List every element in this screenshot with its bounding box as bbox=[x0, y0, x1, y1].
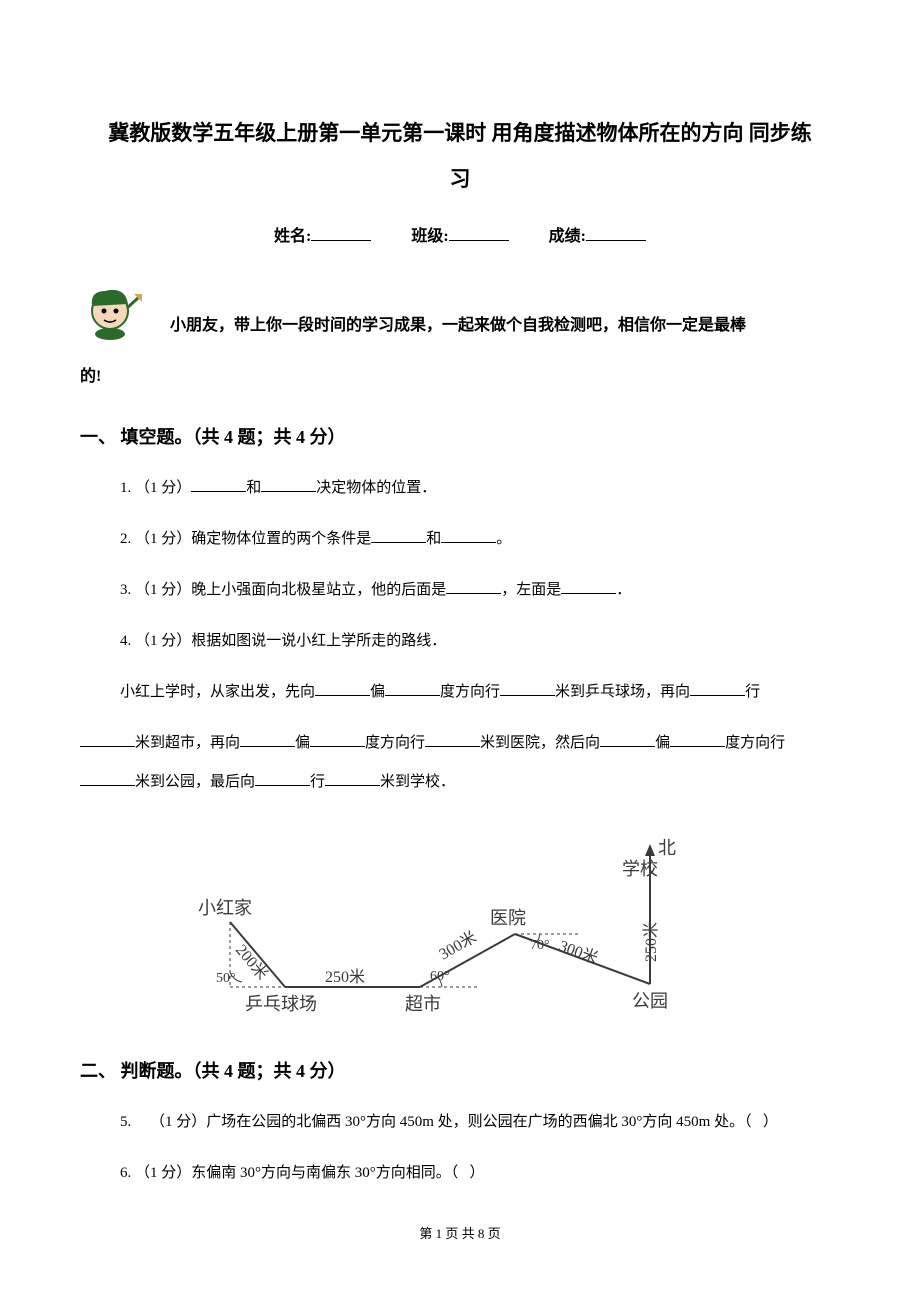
q4-k: 度方向行 bbox=[725, 735, 785, 751]
question-6: 6. （1 分）东偏南 30°方向与南偏东 30°方向相同。（ ） bbox=[120, 1154, 840, 1193]
q4-c: 度方向行 bbox=[440, 684, 500, 700]
diagram-home-label: 小红家 bbox=[198, 898, 252, 918]
grade-label: 成绩: bbox=[549, 228, 586, 245]
class-blank bbox=[449, 225, 509, 241]
q4-blank-5 bbox=[80, 732, 135, 747]
class-label: 班级: bbox=[411, 228, 448, 245]
diagram-d2: 250米 bbox=[325, 968, 365, 986]
intro-row: 小朋友，带上你一段时间的学习成果，一起来做个自我检测吧，相信你一定是最棒 bbox=[80, 276, 840, 346]
q1-part-b: 和 bbox=[246, 480, 261, 496]
diagram-north-label: 北 bbox=[658, 838, 676, 858]
q4-blank-4 bbox=[690, 681, 745, 696]
page-footer: 第 1 页 共 8 页 bbox=[80, 1223, 840, 1242]
q4-j: 偏 bbox=[655, 735, 670, 751]
q4-blank-13 bbox=[325, 771, 380, 786]
question-4-body-line3: 米到公园，最后向 行 米到学校． bbox=[80, 763, 840, 802]
q4-a: 小红上学时，从家出发，先向 bbox=[120, 684, 315, 700]
q4-f: 米到超市，再向 bbox=[135, 735, 240, 751]
question-3: 3. （1 分）晚上小强面向北极星站立，他的后面是 ，左面是 ． bbox=[120, 571, 840, 610]
question-2: 2. （1 分）确定物体位置的两个条件是 和 。 bbox=[120, 520, 840, 559]
diagram-a3: 70° bbox=[530, 938, 550, 953]
title-line-2: 习 bbox=[450, 167, 471, 191]
q4-i: 米到医院，然后向 bbox=[480, 735, 600, 751]
q2-blank-2 bbox=[441, 528, 496, 543]
page-container: 冀教版数学五年级上册第一单元第一课时 用角度描述物体所在的方向 同步练 习 姓名… bbox=[0, 0, 920, 1282]
q4-blank-2 bbox=[385, 681, 440, 696]
question-4-body-line2: 米到超市，再向 偏 度方向行 米到医院，然后向 偏 度方向行 bbox=[80, 724, 840, 763]
q3-part-a: 3. （1 分）晚上小强面向北极星站立，他的后面是 bbox=[120, 582, 446, 598]
diagram-a2: 60° bbox=[430, 969, 450, 984]
diagram-school-label: 学校 bbox=[622, 859, 658, 879]
q4-blank-7 bbox=[310, 732, 365, 747]
q2-part-c: 。 bbox=[496, 531, 511, 547]
diagram-market-label: 超市 bbox=[405, 994, 441, 1014]
q4-blank-8 bbox=[425, 732, 480, 747]
diagram-a1: 50° bbox=[216, 971, 236, 986]
q4-blank-9 bbox=[600, 732, 655, 747]
diagram-pingpong-label: 乒乓球场 bbox=[245, 994, 317, 1014]
q4-g: 偏 bbox=[295, 735, 310, 751]
diagram-hospital-label: 医院 bbox=[490, 908, 526, 928]
q4-l: 米到公园，最后向 bbox=[135, 774, 255, 790]
mascot-icon bbox=[80, 276, 150, 346]
q4-n: 米到学校． bbox=[380, 774, 455, 790]
q1-blank-2 bbox=[261, 477, 316, 492]
q4-b: 偏 bbox=[370, 684, 385, 700]
name-blank bbox=[311, 225, 371, 241]
q4-m: 行 bbox=[310, 774, 325, 790]
q1-part-a: 1. （1 分） bbox=[120, 480, 191, 496]
intro-text-line1: 小朋友，带上你一段时间的学习成果，一起来做个自我检测吧，相信你一定是最棒 bbox=[170, 305, 840, 347]
q4-h: 度方向行 bbox=[365, 735, 425, 751]
student-info-row: 姓名: 班级: 成绩: bbox=[80, 222, 840, 246]
diagram-d5: 250米 bbox=[642, 922, 660, 962]
q3-part-b: ，左面是 bbox=[501, 582, 561, 598]
q4-blank-6 bbox=[240, 732, 295, 747]
question-4-intro: 4. （1 分）根据如图说一说小红上学所走的路线． bbox=[120, 622, 840, 661]
q4-blank-3 bbox=[500, 681, 555, 696]
q2-blank-1 bbox=[371, 528, 426, 543]
q4-blank-1 bbox=[315, 681, 370, 696]
q3-part-c: ． bbox=[616, 582, 631, 598]
grade-blank bbox=[586, 225, 646, 241]
q3-blank-1 bbox=[446, 579, 501, 594]
q4-e: 行 bbox=[745, 684, 760, 700]
q2-part-b: 和 bbox=[426, 531, 441, 547]
title-line-1: 冀教版数学五年级上册第一单元第一课时 用角度描述物体所在的方向 同步练 bbox=[108, 121, 812, 145]
intro-text-line2: 的! bbox=[80, 356, 840, 398]
question-1: 1. （1 分） 和 决定物体的位置． bbox=[120, 469, 840, 508]
q1-part-c: 决定物体的位置． bbox=[316, 480, 436, 496]
section-2-header: 二、 判断题。（共 4 题；共 4 分） bbox=[80, 1057, 840, 1083]
section-1-header: 一、 填空题。（共 4 题；共 4 分） bbox=[80, 423, 840, 449]
q4-blank-10 bbox=[670, 732, 725, 747]
diagram-d4: 300米 bbox=[557, 937, 601, 968]
name-label: 姓名: bbox=[274, 228, 311, 245]
q4-blank-12 bbox=[255, 771, 310, 786]
q2-part-a: 2. （1 分）确定物体位置的两个条件是 bbox=[120, 531, 371, 547]
question-5: 5. （1 分）广场在公园的北偏西 30°方向 450m 处，则公园在广场的西偏… bbox=[120, 1103, 840, 1142]
diagram-park-label: 公园 bbox=[632, 991, 668, 1011]
question-4-body-line1: 小红上学时，从家出发，先向 偏 度方向行 米到乒乓球场，再向 行 bbox=[120, 673, 840, 712]
q3-blank-2 bbox=[561, 579, 616, 594]
worksheet-title: 冀教版数学五年级上册第一单元第一课时 用角度描述物体所在的方向 同步练 习 bbox=[80, 110, 840, 202]
q4-blank-11 bbox=[80, 771, 135, 786]
q1-blank-1 bbox=[191, 477, 246, 492]
route-diagram: 北 学校 小红家 乒乓球场 超市 医院 公园 200米 250米 300米 30… bbox=[180, 832, 740, 1032]
q4-d: 米到乒乓球场，再向 bbox=[555, 684, 690, 700]
